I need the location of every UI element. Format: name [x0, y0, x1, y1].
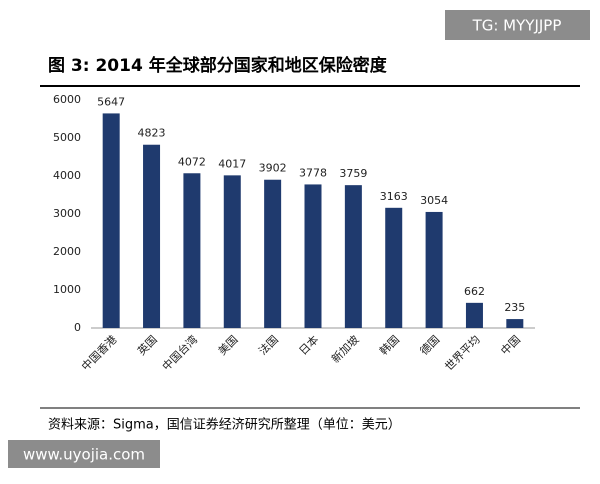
value-label: 4823	[138, 127, 166, 140]
bar	[223, 175, 241, 328]
value-label: 3902	[259, 162, 287, 175]
value-label: 235	[504, 301, 525, 314]
y-tick-label: 6000	[53, 93, 81, 106]
value-label: 5647	[97, 95, 125, 108]
y-tick-label: 2000	[53, 245, 81, 258]
value-label: 3054	[420, 194, 448, 207]
bar	[264, 179, 282, 328]
watermark-box	[445, 10, 590, 40]
watermark: TG: MYYJJPP	[472, 17, 562, 35]
x-tick-label: 美国	[216, 333, 241, 358]
x-tick-label: 法国	[255, 332, 280, 357]
watermark-box	[8, 440, 160, 468]
bar	[344, 185, 362, 328]
bar	[425, 211, 443, 328]
x-tick-label: 新加坡	[328, 332, 361, 365]
value-label: 3759	[339, 167, 367, 180]
x-tick-label: 英国	[134, 332, 159, 357]
value-label: 4017	[218, 157, 246, 170]
bar	[506, 319, 524, 328]
x-tick-label: 德国	[417, 332, 442, 357]
x-tick-label: 日本	[296, 332, 321, 357]
bar	[385, 207, 403, 328]
y-tick-label: 0	[74, 321, 81, 334]
bar	[465, 302, 483, 328]
value-label: 662	[464, 285, 485, 298]
source-note: 资料来源：Sigma，国信证券经济研究所整理（单位：美元）	[48, 417, 401, 433]
bar	[304, 184, 322, 328]
chart-title: 图 3: 2014 年全球部分国家和地区保险密度	[48, 55, 388, 76]
x-tick-label: 中国	[498, 333, 523, 358]
watermark: www.uyojia.com	[23, 446, 145, 464]
x-tick-label: 韩国	[377, 332, 402, 357]
x-tick-label: 中国台湾	[159, 332, 200, 373]
bar	[102, 113, 120, 328]
y-tick-label: 5000	[53, 131, 81, 144]
bar	[183, 173, 201, 328]
x-tick-label: 中国香港	[79, 333, 119, 373]
value-label: 3778	[299, 166, 327, 179]
y-tick-label: 3000	[53, 207, 81, 220]
y-tick-label: 4000	[53, 169, 81, 182]
value-label: 3163	[380, 190, 408, 203]
bar	[143, 144, 161, 328]
y-tick-label: 1000	[53, 283, 81, 296]
value-label: 4072	[178, 155, 206, 168]
x-tick-label: 世界平均	[442, 333, 482, 373]
